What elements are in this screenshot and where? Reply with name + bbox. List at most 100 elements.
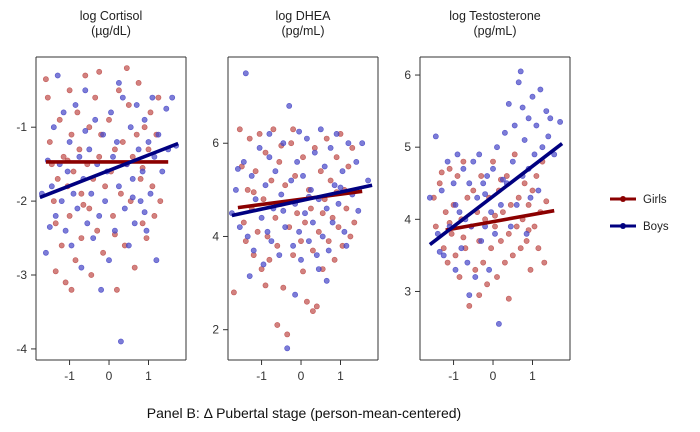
point-boys: [118, 338, 124, 345]
point-boys: [256, 144, 263, 151]
point-boys: [82, 87, 89, 94]
point-girls: [52, 268, 59, 275]
point-girls: [145, 146, 152, 153]
point-boys: [48, 183, 55, 190]
x-axis-label: Panel B: Δ Pubertal stage (person-mean-c…: [147, 405, 461, 421]
point-boys: [54, 72, 61, 79]
point-boys: [353, 158, 360, 165]
point-girls: [74, 109, 81, 116]
point-boys: [240, 158, 247, 165]
point-girls: [464, 194, 471, 201]
point-girls: [131, 264, 138, 271]
point-girls: [438, 169, 445, 176]
point-girls: [76, 146, 83, 153]
point-girls: [123, 65, 130, 71]
point-girls: [44, 94, 51, 101]
point-boys: [244, 233, 251, 240]
point-girls: [343, 205, 350, 212]
point-boys: [313, 252, 320, 258]
point-girls: [230, 289, 237, 296]
point-boys: [282, 224, 289, 230]
point-boys: [90, 235, 97, 241]
point-boys: [169, 94, 176, 101]
point-boys: [292, 291, 298, 298]
point-boys: [452, 266, 459, 273]
point-boys: [43, 249, 49, 256]
point-girls: [476, 292, 483, 298]
point-girls: [252, 168, 259, 175]
panel-log-testosterone: log Testosterone(pg/mL) -1 0 1 3 4 5 6: [404, 9, 571, 383]
point-boys: [539, 144, 546, 151]
point-girls: [523, 238, 530, 244]
point-girls: [290, 252, 296, 258]
point-boys: [490, 165, 496, 172]
scatter-points: [39, 65, 179, 345]
point-boys: [284, 345, 291, 352]
point-girls: [317, 168, 324, 175]
point-boys: [74, 205, 81, 212]
point-boys: [440, 252, 447, 259]
point-boys: [258, 214, 265, 221]
x-tick-label: 1: [337, 369, 344, 383]
point-boys: [64, 168, 71, 175]
point-boys: [252, 196, 259, 203]
legend-label-girls: Girls: [643, 194, 667, 206]
point-girls: [70, 168, 77, 175]
point-girls: [116, 87, 122, 94]
point-boys: [507, 223, 514, 230]
point-girls: [541, 259, 548, 266]
point-boys: [78, 264, 85, 271]
point-girls: [446, 165, 453, 172]
point-boys: [70, 190, 77, 197]
point-girls: [56, 116, 63, 123]
point-girls: [280, 284, 287, 291]
point-girls: [323, 135, 330, 142]
point-boys: [321, 163, 328, 170]
point-girls: [86, 205, 93, 212]
y-tick-label: 4: [404, 212, 411, 226]
point-boys: [345, 140, 352, 147]
point-boys: [112, 227, 118, 234]
point-girls: [78, 190, 85, 197]
point-boys: [523, 230, 530, 237]
point-boys: [317, 126, 324, 133]
point-girls: [66, 87, 73, 94]
point-boys: [116, 80, 122, 86]
point-boys: [98, 286, 104, 293]
point-girls: [535, 245, 542, 252]
point-girls: [503, 173, 510, 179]
point-boys: [460, 165, 467, 172]
y-tick-label: 3: [404, 284, 411, 298]
point-girls: [141, 124, 148, 131]
point-boys: [302, 210, 308, 217]
point-girls: [509, 252, 516, 259]
point-girls: [505, 230, 512, 237]
point-boys: [268, 238, 275, 244]
point-boys: [129, 194, 136, 201]
point-girls: [236, 126, 243, 133]
point-girls: [274, 242, 281, 249]
point-boys: [119, 94, 126, 101]
point-boys: [315, 266, 322, 272]
point-girls: [309, 247, 316, 254]
point-boys: [341, 228, 348, 235]
point-girls: [68, 131, 75, 138]
point-girls: [488, 245, 494, 252]
point-girls: [94, 227, 101, 234]
point-girls: [515, 194, 522, 201]
point-girls: [143, 235, 150, 241]
point-boys: [296, 128, 302, 135]
point-girls: [492, 212, 498, 219]
point-girls: [302, 219, 308, 226]
point-boys: [499, 176, 506, 183]
point-girls: [454, 173, 461, 179]
point-boys: [501, 129, 508, 136]
point-girls: [60, 153, 67, 160]
point-boys: [46, 224, 53, 230]
point-boys: [121, 205, 128, 212]
point-boys: [250, 247, 257, 254]
point-girls: [244, 186, 251, 193]
point-boys: [450, 180, 457, 187]
point-girls: [472, 266, 479, 273]
point-girls: [444, 259, 451, 266]
